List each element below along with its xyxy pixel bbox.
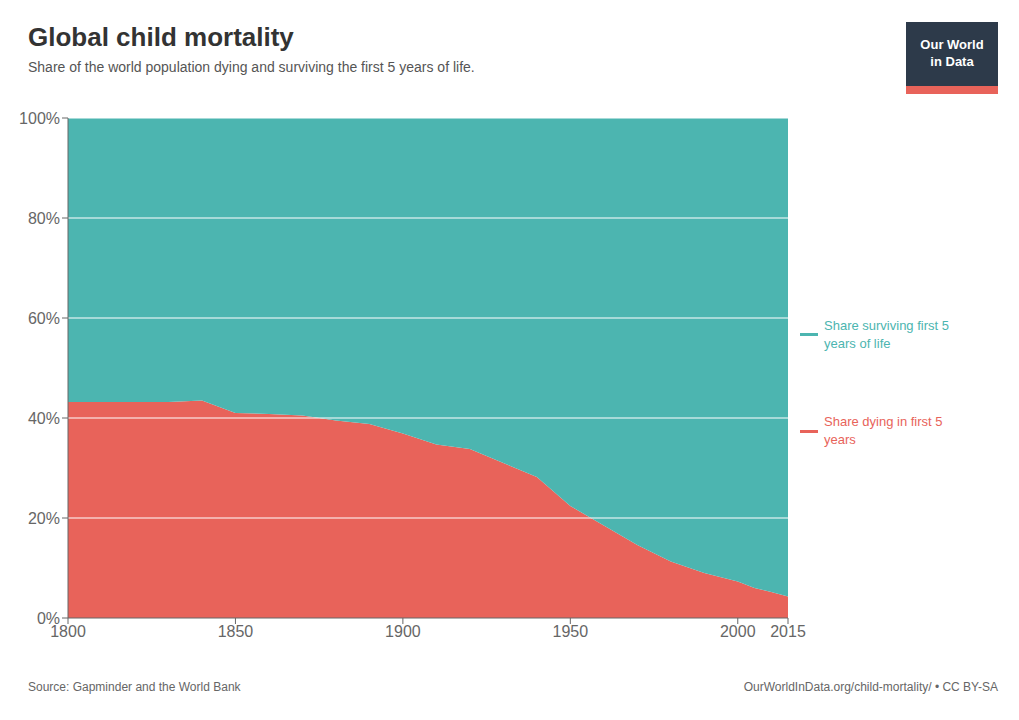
svg-text:1800: 1800 — [50, 623, 86, 641]
html-text:Share of the world population: Share of the world population dying and … — [28, 59, 475, 75]
svg-text:0%: 0% — [37, 610, 60, 627]
svg-text:80%: 80% — [28, 210, 60, 227]
html-text:Global child mortality: Global child mortality — [28, 22, 294, 52]
svg-text:2000: 2000 — [720, 623, 756, 640]
svg-text:1950: 1950 — [553, 623, 589, 640]
html-text:Source: Gapminder and the Worl: Source: Gapminder and the World Bank — [28, 680, 241, 694]
html-text:Share dying in first 5 years: Share dying in first 5 years — [824, 414, 943, 448]
svg-text:2015: 2015 — [770, 623, 806, 640]
html-text:OurWorldInData.org/child-morta: OurWorldInData.org/child-mortality/ • CC… — [743, 680, 998, 694]
html-text:Share surviving first 5 years: Share surviving first 5 years of life — [824, 317, 949, 351]
svg-text:60%: 60% — [28, 310, 60, 327]
svg-text:1900: 1900 — [385, 623, 421, 640]
svg-text:20%: 20% — [28, 510, 60, 527]
svg-text:100%: 100% — [19, 110, 60, 127]
html-text:Our World in Data: Our World in Data — [920, 37, 984, 69]
svg-text:1850: 1850 — [218, 623, 254, 640]
svg-text:40%: 40% — [28, 410, 60, 427]
